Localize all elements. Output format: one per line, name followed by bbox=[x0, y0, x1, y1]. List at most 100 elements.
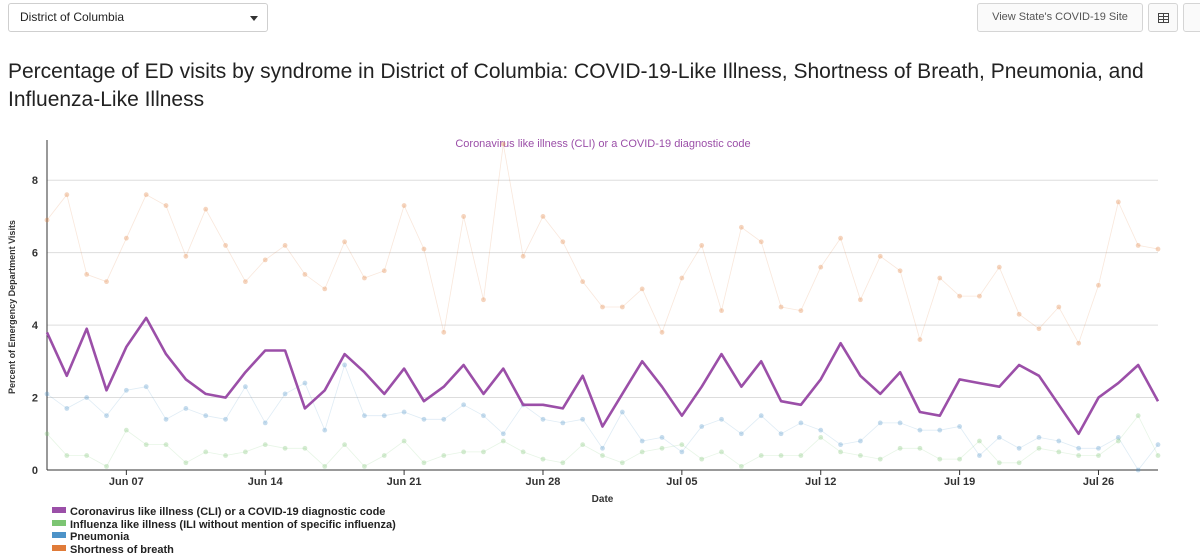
legend-item-sob[interactable]: Shortness of breath bbox=[52, 544, 396, 556]
data-point-ili bbox=[500, 438, 506, 444]
data-point-pneumonia bbox=[1135, 467, 1141, 473]
data-point-sob bbox=[143, 192, 149, 198]
data-point-sob bbox=[996, 264, 1002, 270]
data-point-pneumonia bbox=[1096, 445, 1101, 451]
data-point-ili bbox=[1135, 413, 1141, 419]
data-point-pneumonia bbox=[441, 416, 447, 422]
data-point-sob bbox=[461, 214, 467, 219]
data-point-pneumonia bbox=[639, 438, 645, 444]
legend-item-cli[interactable]: Coronavirus like illness (CLI) or a COVI… bbox=[52, 506, 396, 519]
data-point-pneumonia bbox=[64, 406, 70, 411]
legend-item-pneumonia[interactable]: Pneumonia bbox=[52, 531, 396, 544]
data-point-sob bbox=[1135, 243, 1141, 248]
state-select[interactable]: District of Columbia bbox=[8, 3, 268, 32]
y-tick-label: 8 bbox=[32, 175, 38, 187]
y-tick-label: 0 bbox=[32, 465, 38, 477]
data-point-pneumonia bbox=[143, 384, 149, 390]
data-point-ili bbox=[520, 449, 526, 455]
data-point-pneumonia bbox=[858, 438, 863, 444]
series-cli bbox=[45, 316, 1160, 436]
data-point-sob bbox=[977, 293, 982, 299]
data-point-sob bbox=[223, 243, 228, 248]
data-point-ili bbox=[461, 449, 467, 455]
data-point-sob bbox=[619, 304, 625, 310]
x-tick-label: Jul 12 bbox=[805, 476, 836, 488]
x-tick-label: Jun 21 bbox=[387, 476, 422, 488]
data-point-sob bbox=[659, 329, 665, 335]
data-point-sob bbox=[342, 239, 347, 245]
data-point-pneumonia bbox=[362, 413, 367, 419]
data-point-sob bbox=[580, 279, 586, 285]
data-point-ili bbox=[242, 449, 248, 455]
data-point-pneumonia bbox=[223, 416, 228, 422]
data-point-ili bbox=[262, 442, 268, 448]
more-options-button[interactable] bbox=[1183, 3, 1200, 32]
data-point-pneumonia bbox=[342, 362, 347, 368]
table-icon bbox=[1158, 13, 1169, 23]
data-point-ili bbox=[996, 460, 1002, 466]
data-point-ili bbox=[1076, 453, 1082, 458]
data-point-sob bbox=[600, 304, 605, 310]
view-state-site-button[interactable]: View State's COVID-19 Site bbox=[977, 3, 1143, 32]
legend-label: Coronavirus like illness (CLI) or a COVI… bbox=[70, 506, 386, 518]
data-point-pneumonia bbox=[877, 420, 883, 426]
data-point-pneumonia bbox=[1115, 435, 1121, 440]
data-point-sob bbox=[540, 214, 546, 219]
data-point-ili bbox=[401, 438, 407, 444]
data-point-sob bbox=[699, 243, 705, 248]
legend-item-ili[interactable]: Influenza like illness (ILI without ment… bbox=[52, 519, 396, 532]
x-tick-label: Jun 28 bbox=[526, 476, 561, 488]
data-point-sob bbox=[203, 206, 209, 212]
data-point-ili bbox=[84, 453, 90, 458]
data-point-ili bbox=[659, 445, 665, 451]
data-point-sob bbox=[957, 293, 963, 299]
data-point-pneumonia bbox=[580, 416, 586, 422]
data-point-ili bbox=[838, 449, 843, 455]
data-point-sob bbox=[818, 264, 824, 270]
data-point-sob bbox=[719, 308, 724, 314]
data-point-sob bbox=[560, 239, 566, 245]
data-point-pneumonia bbox=[421, 416, 427, 422]
data-point-ili bbox=[580, 442, 586, 448]
y-axis-label: Percent of Emergency Department Visits bbox=[7, 220, 17, 394]
data-point-pneumonia bbox=[183, 406, 189, 411]
series-line-cli bbox=[45, 316, 1160, 436]
data-point-ili bbox=[858, 453, 863, 458]
data-point-pneumonia bbox=[719, 416, 724, 422]
data-point-ili bbox=[441, 453, 447, 458]
data-point-pneumonia bbox=[798, 420, 804, 426]
data-point-ili bbox=[798, 453, 804, 458]
data-point-sob bbox=[64, 192, 70, 198]
data-point-ili bbox=[1036, 445, 1042, 451]
data-point-ili bbox=[362, 463, 367, 469]
data-point-pneumonia bbox=[322, 427, 328, 433]
legend-label: Shortness of breath bbox=[70, 543, 174, 556]
data-point-sob bbox=[937, 275, 943, 281]
page-title: Percentage of ED visits by syndrome in D… bbox=[8, 60, 1144, 111]
data-point-sob bbox=[1096, 282, 1101, 288]
data-point-pneumonia bbox=[758, 413, 764, 419]
data-point-sob bbox=[1056, 304, 1062, 310]
data-point-pneumonia bbox=[1036, 435, 1042, 440]
data-point-ili bbox=[1016, 460, 1022, 466]
data-point-sob bbox=[421, 246, 427, 252]
data-point-sob bbox=[1076, 340, 1082, 346]
data-point-ili bbox=[381, 453, 387, 458]
data-point-ili bbox=[758, 453, 764, 458]
legend-swatch bbox=[52, 507, 66, 513]
data-point-pneumonia bbox=[203, 413, 209, 419]
data-point-pneumonia bbox=[461, 402, 467, 408]
data-point-sob bbox=[838, 235, 843, 241]
data-point-ili bbox=[203, 449, 209, 455]
series-ili bbox=[44, 413, 1161, 469]
table-view-button[interactable] bbox=[1148, 3, 1178, 32]
data-point-pneumonia bbox=[897, 420, 903, 426]
series-line-pneumonia bbox=[46, 363, 1159, 471]
data-point-sob bbox=[858, 297, 863, 303]
series-line-sob bbox=[46, 143, 1159, 345]
data-point-sob bbox=[500, 141, 506, 147]
state-select-value: District of Columbia bbox=[20, 10, 125, 24]
legend-label: Pneumonia bbox=[70, 531, 130, 543]
data-point-sob bbox=[123, 235, 129, 241]
y-tick-label: 2 bbox=[32, 393, 38, 405]
